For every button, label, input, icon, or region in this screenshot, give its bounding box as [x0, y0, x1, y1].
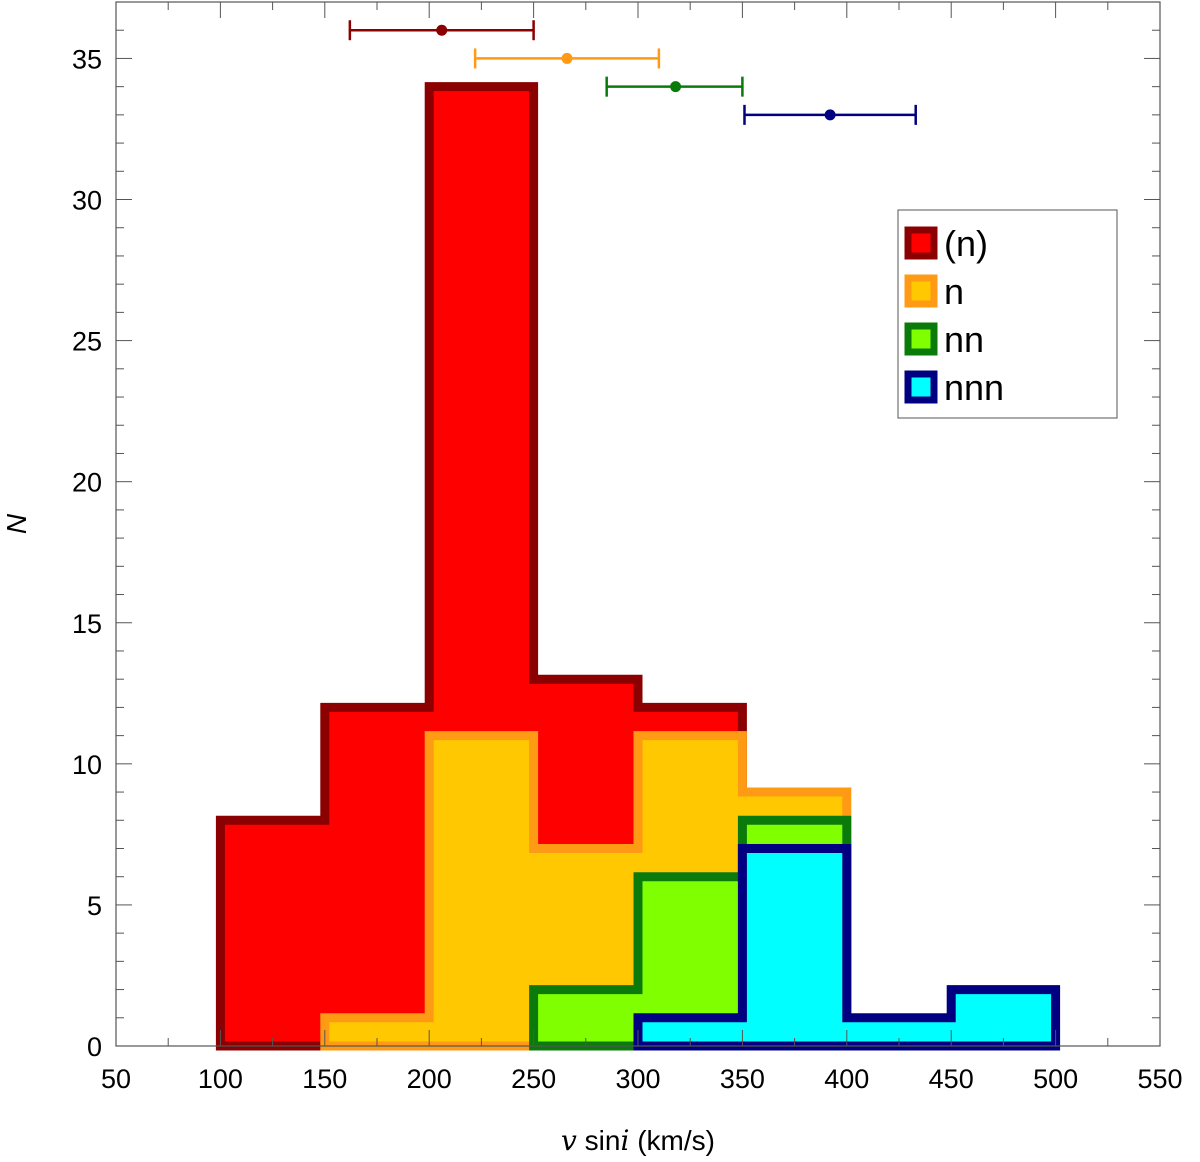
error-bars [348, 20, 917, 125]
x-axis-label-italic: v [561, 1124, 577, 1157]
x-tick-label: 350 [720, 1064, 765, 1094]
legend-swatch [904, 370, 938, 404]
error-bar-mean-point [436, 24, 448, 36]
x-tick-label: 450 [929, 1064, 974, 1094]
x-axis-label-tail: (km/s) [629, 1125, 715, 1156]
y-tick-label: 25 [72, 327, 102, 357]
legend-label: nn [944, 319, 984, 360]
error-bar-4 [743, 104, 917, 125]
x-axis-label-italic2: i [620, 1124, 629, 1157]
x-tick-label: 500 [1033, 1064, 1078, 1094]
x-tick-label: 250 [511, 1064, 556, 1094]
axis-ticks [115, 1, 1161, 1047]
x-tick-label: 200 [407, 1064, 452, 1094]
error-bar-mean-point [824, 109, 836, 121]
histogram-series-nnn [633, 843, 1061, 1051]
x-tick-label: 550 [1137, 1064, 1182, 1094]
y-tick-label: 10 [72, 750, 102, 780]
legend-item: nn [904, 319, 984, 360]
y-tick-label: 15 [72, 609, 102, 639]
y-tick-label: 35 [72, 44, 102, 74]
legend-label: nnn [944, 367, 1004, 408]
histogram-bars [215, 82, 1061, 1051]
legend-item: nnn [904, 367, 1004, 408]
x-tick-label: 50 [101, 1064, 131, 1094]
error-bar-1 [348, 20, 535, 41]
y-tick-label: 0 [87, 1032, 102, 1062]
x-tick-label: 100 [198, 1064, 243, 1094]
tick-labels: 50 100 150 200 250 300 350 400 450 500 550 0 5 10 15 20… [72, 44, 1183, 1094]
legend-label: (n) [944, 223, 988, 264]
legend-swatch [904, 274, 938, 308]
y-tick-label: 5 [87, 891, 102, 921]
y-tick-label: 20 [72, 468, 102, 498]
legend-swatch [904, 226, 938, 260]
x-tick-label: 300 [615, 1064, 660, 1094]
error-bar-2 [473, 48, 661, 69]
x-tick-label: 400 [824, 1064, 869, 1094]
histogram-series-pnp [215, 82, 747, 1051]
legend-label: n [944, 271, 964, 312]
legend-item: (n) [904, 223, 988, 264]
x-axis-label: v sini (km/s) [561, 1124, 715, 1157]
legend-swatch [904, 322, 938, 356]
error-bar-mean-point [561, 52, 573, 64]
legend-item: n [904, 271, 964, 312]
y-tick-label: 30 [72, 186, 102, 216]
error-bar-mean-point [670, 81, 682, 93]
x-tick-label: 150 [302, 1064, 347, 1094]
y-axis-label: N [1, 513, 32, 534]
x-axis-label-mid: sin [577, 1125, 621, 1156]
error-bar-3 [605, 76, 744, 97]
